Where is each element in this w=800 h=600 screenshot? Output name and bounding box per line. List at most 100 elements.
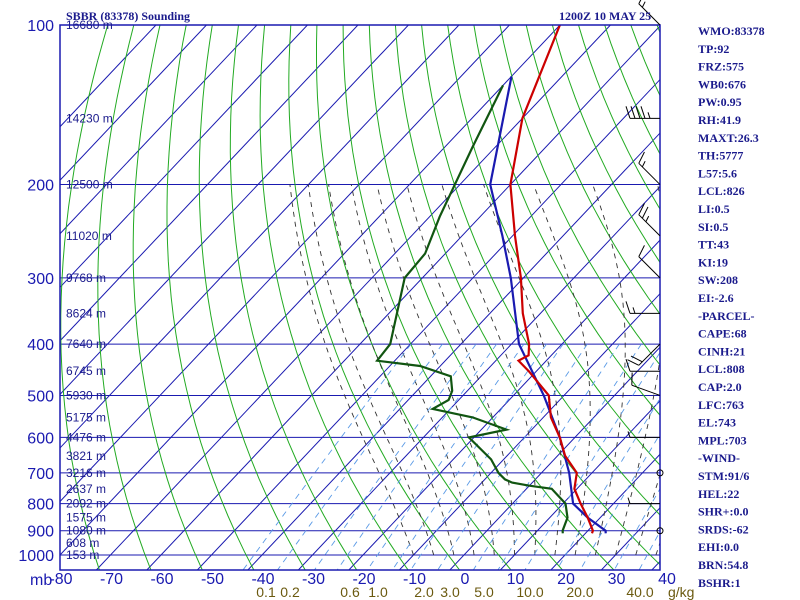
valid-time: 1200Z 10 MAY 25 bbox=[559, 9, 651, 23]
isotherm-line bbox=[348, 239, 660, 570]
temperature-tick-label: -60 bbox=[150, 571, 173, 588]
dry-adiabat bbox=[473, 25, 660, 416]
mixing-ratio-label: 2.0 bbox=[414, 584, 434, 600]
index-item: SHR+:0.0 bbox=[698, 505, 749, 519]
temperature-tick-label: -10 bbox=[403, 571, 426, 588]
indices-panel: WMO:83378 TP:92 FRZ:575 WB0:676 PW:0.95 RH:41… bbox=[698, 24, 765, 590]
dry-adiabat bbox=[421, 25, 660, 516]
index-item: MPL:703 bbox=[698, 433, 747, 447]
mixing-ratio-label: 10.0 bbox=[516, 584, 543, 600]
pressure-tick-label: 500 bbox=[27, 388, 54, 405]
index-item: WMO:83378 bbox=[698, 24, 765, 38]
dry-adiabat bbox=[394, 25, 660, 566]
mixing-ratio-line bbox=[366, 343, 525, 570]
moist-adiabat bbox=[483, 184, 562, 556]
pressure-tick-label: 700 bbox=[27, 466, 54, 483]
pressure-tick-label: 400 bbox=[27, 337, 54, 354]
barb-half-flag bbox=[641, 160, 646, 168]
height-label: 2637 m bbox=[66, 482, 106, 496]
moist-adiabat bbox=[328, 184, 455, 556]
barb-flag bbox=[638, 245, 645, 257]
wind-barb bbox=[638, 245, 661, 279]
temperature-tick-label: 20 bbox=[557, 571, 575, 588]
temperature-tick-label: -20 bbox=[352, 571, 375, 588]
barb-half-flag bbox=[627, 497, 631, 504]
barb-flag bbox=[638, 0, 642, 5]
index-item: BRN:54.8 bbox=[698, 558, 748, 572]
pressure-tick-label: 1000 bbox=[18, 548, 54, 565]
index-item: LFC:763 bbox=[698, 398, 744, 412]
index-item: CAP:2.0 bbox=[698, 380, 742, 394]
temperature-tick-label: -70 bbox=[100, 571, 123, 588]
wind-barb bbox=[627, 497, 660, 505]
mixing-ratio-line bbox=[579, 433, 660, 570]
mixing-ratio-line bbox=[472, 343, 620, 570]
pressure-tick-label: 900 bbox=[27, 524, 54, 541]
index-item: -WIND- bbox=[698, 451, 740, 465]
dry-adiabat bbox=[368, 25, 615, 570]
pressure-tick-label: 300 bbox=[27, 271, 54, 288]
height-label: 5930 m bbox=[66, 388, 106, 402]
dry-adiabat bbox=[132, 25, 203, 570]
index-item: EHI:0.0 bbox=[698, 540, 739, 554]
wind-barb bbox=[625, 106, 660, 119]
temperature-tick-label: -30 bbox=[302, 571, 325, 588]
barb-flag bbox=[635, 106, 641, 119]
index-item: MAXT:26.3 bbox=[698, 131, 759, 145]
temperature-trace bbox=[509, 25, 595, 534]
height-label: 6745 m bbox=[66, 364, 106, 378]
mixing-ratio-line bbox=[314, 343, 477, 570]
mixing-ratio-line bbox=[497, 343, 642, 570]
wind-barb bbox=[638, 0, 661, 26]
temperature-tick-label: -80 bbox=[49, 571, 72, 588]
moist-adiabat bbox=[307, 184, 435, 556]
index-item: FRZ:575 bbox=[698, 60, 744, 74]
mixing-ratio-line bbox=[437, 343, 588, 570]
pressure-tick-label: 100 bbox=[27, 18, 54, 35]
barb-half-flag bbox=[627, 431, 631, 438]
dry-adiabat bbox=[551, 25, 660, 264]
mixing-ratio-label: 20.0 bbox=[566, 584, 593, 600]
dry-adiabat bbox=[198, 25, 306, 570]
wind-barb bbox=[625, 301, 660, 314]
pressure-tick-label: 800 bbox=[27, 497, 54, 514]
station-title: SBBR (83378) Sounding bbox=[66, 9, 190, 23]
barb-half-flag bbox=[632, 307, 636, 314]
index-item: HEL:22 bbox=[698, 487, 739, 501]
moist-adiabat bbox=[289, 184, 414, 556]
index-item: EI:-2.6 bbox=[698, 291, 734, 305]
plot-frame bbox=[59, 24, 661, 571]
dry-adiabat bbox=[259, 25, 409, 570]
isotherm-line bbox=[398, 292, 660, 570]
index-item: TT:43 bbox=[698, 238, 729, 252]
barb-flag bbox=[638, 151, 645, 164]
wind-barbs bbox=[625, 0, 664, 535]
height-label: 3821 m bbox=[66, 449, 106, 463]
barb-staff bbox=[631, 384, 661, 396]
dry-adiabat bbox=[447, 25, 660, 466]
background-grid bbox=[60, 25, 660, 570]
index-item: PW:0.95 bbox=[698, 95, 742, 109]
dry-adiabat bbox=[342, 25, 563, 570]
dewpoint-trace bbox=[375, 84, 569, 534]
isotherm-line bbox=[95, 25, 611, 570]
height-label: 14230 m bbox=[66, 111, 113, 125]
wind-barb bbox=[656, 469, 664, 477]
dry-adiabat bbox=[578, 25, 660, 210]
height-label: 3216 m bbox=[66, 466, 106, 480]
isotherm-line bbox=[60, 25, 460, 449]
mixing-ratio-label: 3.0 bbox=[440, 584, 460, 600]
calm-circle bbox=[656, 469, 664, 477]
dry-adiabat bbox=[525, 25, 660, 316]
mixing-ratio-label: 1.0 bbox=[368, 584, 388, 600]
isotherm-line bbox=[196, 78, 660, 570]
index-item: SI:0.5 bbox=[698, 220, 728, 234]
index-item: LCL:826 bbox=[698, 184, 745, 198]
wind-barb bbox=[627, 343, 661, 366]
wind-barb bbox=[631, 372, 661, 396]
height-label: 608 m bbox=[66, 536, 99, 550]
temperature-tick-label: 30 bbox=[608, 571, 626, 588]
isotherm-line bbox=[60, 25, 308, 289]
index-item: EL:743 bbox=[698, 416, 736, 430]
